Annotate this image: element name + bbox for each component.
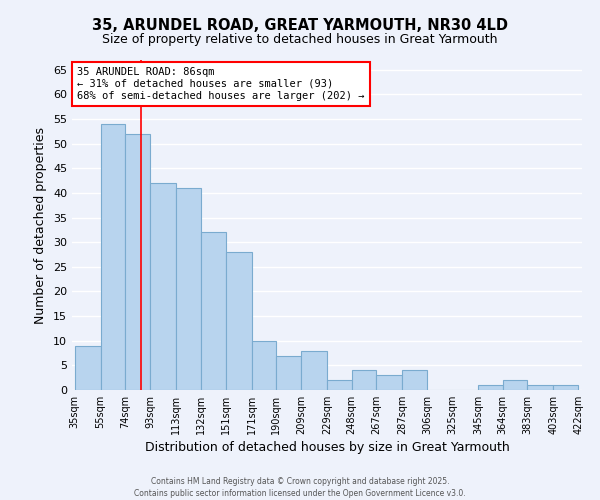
Text: 35, ARUNDEL ROAD, GREAT YARMOUTH, NR30 4LD: 35, ARUNDEL ROAD, GREAT YARMOUTH, NR30 4… [92, 18, 508, 32]
Bar [301, 350, 327, 390]
Y-axis label: Number of detached properties: Number of detached properties [34, 126, 47, 324]
Bar [527, 385, 553, 390]
Bar [327, 380, 352, 390]
Bar [176, 188, 201, 390]
Text: 35 ARUNDEL ROAD: 86sqm
← 31% of detached houses are smaller (93)
68% of semi-det: 35 ARUNDEL ROAD: 86sqm ← 31% of detached… [77, 68, 365, 100]
Bar [201, 232, 226, 390]
Bar [125, 134, 150, 390]
Bar [74, 346, 101, 390]
Bar [226, 252, 251, 390]
Bar [478, 385, 503, 390]
Bar [503, 380, 527, 390]
Bar [150, 183, 176, 390]
Text: Size of property relative to detached houses in Great Yarmouth: Size of property relative to detached ho… [102, 32, 498, 46]
Bar [101, 124, 125, 390]
X-axis label: Distribution of detached houses by size in Great Yarmouth: Distribution of detached houses by size … [145, 441, 509, 454]
Bar [553, 385, 578, 390]
Bar [376, 375, 403, 390]
Bar [276, 356, 301, 390]
Bar [403, 370, 427, 390]
Bar [352, 370, 376, 390]
Text: Contains HM Land Registry data © Crown copyright and database right 2025.
Contai: Contains HM Land Registry data © Crown c… [134, 476, 466, 498]
Bar [251, 340, 276, 390]
